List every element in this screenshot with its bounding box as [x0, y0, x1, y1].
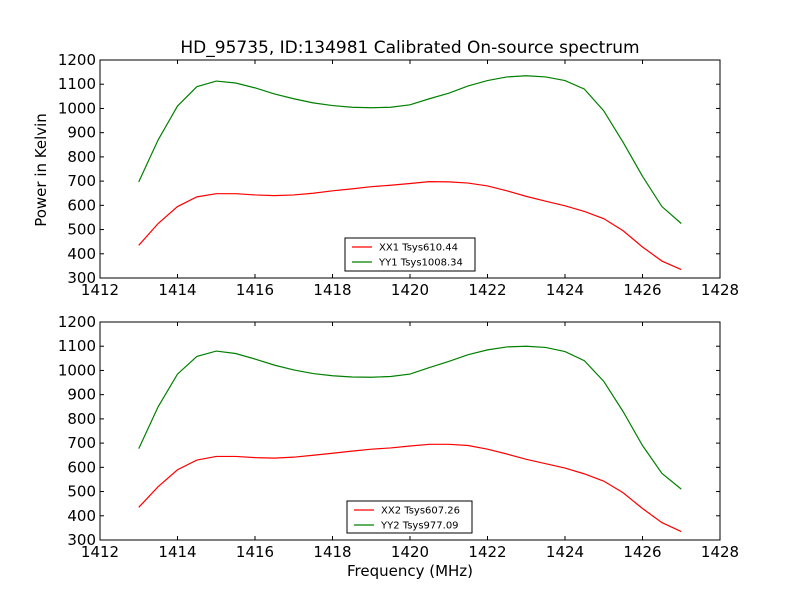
x-tick-label: 1412: [81, 281, 119, 299]
y-tick-label: 400: [67, 245, 96, 263]
legend-box: [344, 237, 476, 272]
x-tick-label: 1416: [236, 543, 274, 561]
x-tick-label: 1424: [546, 281, 584, 299]
x-tick-label: 1412: [81, 543, 119, 561]
x-tick-label: 1420: [391, 543, 429, 561]
x-tick-label: 1424: [546, 543, 584, 561]
y-tick-label: 1000: [58, 361, 96, 379]
y-axis-label: Power in Kelvin: [32, 113, 50, 227]
legend-label: YY2 Tsys977.09: [380, 521, 459, 532]
y-tick-label: 800: [67, 410, 96, 428]
y-tick-label: 900: [67, 386, 96, 404]
y-tick-label: 300: [67, 531, 96, 549]
x-tick-label: 1414: [158, 281, 196, 299]
y-tick-label: 1000: [58, 99, 96, 117]
legend: XX2 Tsys607.26 YY2 Tsys977.09: [346, 500, 473, 534]
y-tick-label: 700: [67, 172, 96, 190]
x-tick-label: 1422: [468, 543, 506, 561]
x-tick-label: 1428: [701, 543, 739, 561]
series-line-yy: [138, 345, 682, 490]
y-tick-label: 600: [67, 458, 96, 476]
legend-label: XX2 Tsys607.26: [381, 506, 460, 517]
y-tick-label: 500: [67, 483, 96, 501]
y-tick-label: 500: [67, 221, 96, 239]
x-tick-label: 1426: [623, 543, 661, 561]
y-tick-label: 300: [67, 269, 96, 287]
x-tick-label: 1414: [158, 543, 196, 561]
series-line-xx: [138, 443, 682, 533]
x-tick-label: 1418: [313, 281, 351, 299]
legend-box: [346, 500, 473, 534]
legend: XX1 Tsys610.44 YY1 Tsys1008.34: [344, 237, 476, 272]
y-tick-label: 1200: [58, 313, 96, 331]
bottom-panel: 1412 1414 1416 1418 1420 1422 1424 1426 1428 300 4…: [58, 313, 739, 561]
y-tick-label: 1100: [58, 75, 96, 93]
x-axis-label: Frequency (MHz): [347, 562, 473, 580]
y-tick-label: 1200: [58, 51, 96, 69]
y-tick-label: 900: [67, 124, 96, 142]
x-tick-label: 1418: [313, 543, 351, 561]
y-tick-label: 800: [67, 148, 96, 166]
legend-label: XX1 Tsys610.44: [379, 243, 458, 254]
x-tick-label: 1426: [623, 281, 661, 299]
x-tick-label: 1420: [391, 281, 429, 299]
y-tick-label: 700: [67, 434, 96, 452]
y-tick-label: 1100: [58, 337, 96, 355]
y-tick-label: 400: [67, 507, 96, 525]
x-tick-label: 1422: [468, 281, 506, 299]
legend-label: YY1 Tsys1008.34: [378, 258, 463, 269]
series-line-yy: [138, 75, 682, 224]
y-tick-label: 600: [67, 196, 96, 214]
x-tick-label: 1428: [701, 281, 739, 299]
x-tick-label: 1416: [236, 281, 274, 299]
series-line-xx: [138, 180, 682, 271]
chart-title: HD_95735, ID:134981 Calibrated On-source…: [180, 38, 639, 58]
top-panel: 1412 1414 1416 1418 1420 1422 1424 1426 1428 300 4…: [58, 51, 739, 299]
